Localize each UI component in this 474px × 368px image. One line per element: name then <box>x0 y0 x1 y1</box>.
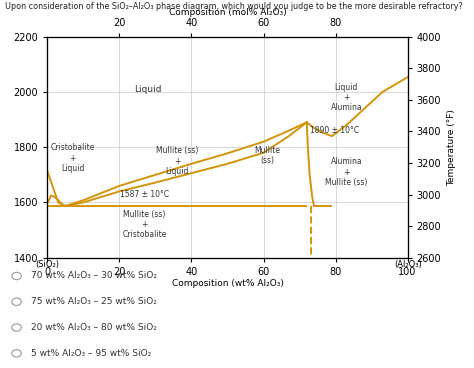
Text: 75 wt% Al₂O₃ – 25 wt% SiO₂: 75 wt% Al₂O₃ – 25 wt% SiO₂ <box>31 297 157 306</box>
Text: 20 wt% Al₂O₃ – 80 wt% SiO₂: 20 wt% Al₂O₃ – 80 wt% SiO₂ <box>31 323 157 332</box>
X-axis label: Composition (mol% Al₂O₃): Composition (mol% Al₂O₃) <box>169 8 286 17</box>
Text: Liquid
+
Alumina: Liquid + Alumina <box>330 83 362 112</box>
Text: 1890 ± 10°C: 1890 ± 10°C <box>310 125 359 135</box>
Text: Cristobalite
+
Liquid: Cristobalite + Liquid <box>50 144 95 173</box>
Y-axis label: Temperature (°F): Temperature (°F) <box>447 109 456 185</box>
Text: Liquid: Liquid <box>135 85 162 94</box>
Text: Upon consideration of the SiO₂–Al₂O₃ phase diagram, which would you judge to be : Upon consideration of the SiO₂–Al₂O₃ pha… <box>5 2 463 11</box>
Text: Mullite
(ss): Mullite (ss) <box>254 146 280 165</box>
Text: Mullite (ss)
+
Liquid: Mullite (ss) + Liquid <box>156 146 198 176</box>
Text: Mullite (ss)
+
Cristobalite: Mullite (ss) + Cristobalite <box>122 210 167 239</box>
Text: Alumina
+
Mullite (ss): Alumina + Mullite (ss) <box>325 157 367 187</box>
X-axis label: Composition (wt% Al₂O₃): Composition (wt% Al₂O₃) <box>172 279 283 289</box>
Text: 5 wt% Al₂O₃ – 95 wt% SiO₂: 5 wt% Al₂O₃ – 95 wt% SiO₂ <box>31 349 151 358</box>
Text: 70 wt% Al₂O₃ – 30 wt% SiO₂: 70 wt% Al₂O₃ – 30 wt% SiO₂ <box>31 272 157 280</box>
Text: (Al₂O₃): (Al₂O₃) <box>394 261 421 269</box>
Text: 1587 ± 10°C: 1587 ± 10°C <box>120 190 169 199</box>
Text: (SiO₂): (SiO₂) <box>36 261 59 269</box>
